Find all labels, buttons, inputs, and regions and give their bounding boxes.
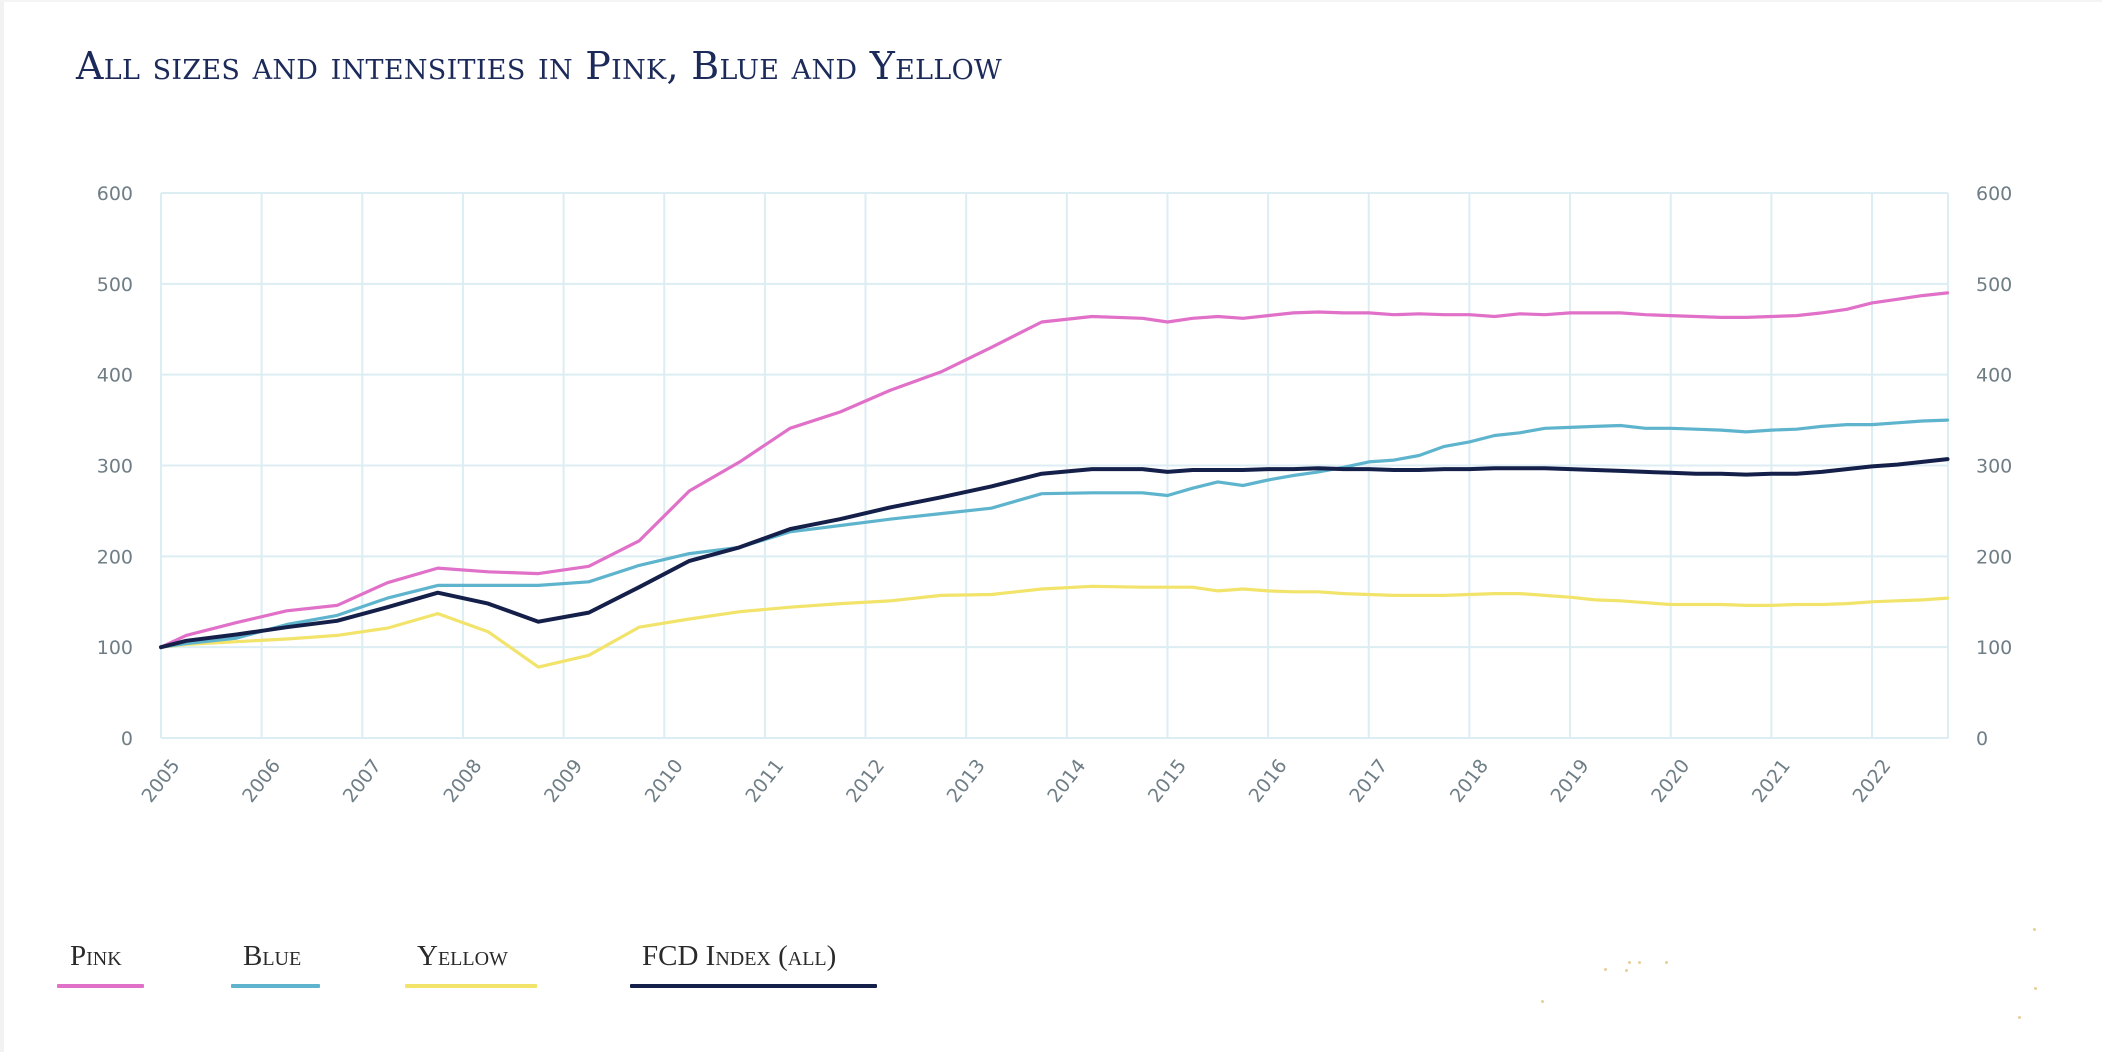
y-tick-label-left: 600: [97, 183, 133, 205]
x-tick-label: 2006: [238, 755, 285, 807]
y-tick-label-left: 100: [97, 637, 133, 659]
x-tick-label: 2016: [1245, 755, 1292, 807]
series-lines: [159, 291, 1950, 669]
y-tick-label-left: 400: [97, 365, 133, 387]
x-tick-label: 2012: [842, 755, 889, 807]
x-tick-label: 2020: [1647, 755, 1694, 807]
x-axis: 2005 2006 2007 2008 2009 2010 2011 2012 2013 2014…: [137, 755, 1895, 807]
y-tick-label-left: 0: [121, 728, 133, 750]
x-tick-label: 2022: [1848, 755, 1895, 807]
x-tick-label: 2018: [1446, 755, 1493, 807]
x-tick-label: 2015: [1144, 755, 1191, 807]
y-tick-label-right: 400: [1976, 365, 2012, 387]
y-tick-label-left: 300: [97, 456, 133, 478]
legend-label: Yellow: [417, 940, 508, 972]
series-line-pink: [159, 291, 1950, 649]
legend-swatch-pink: [57, 984, 144, 988]
legend-label: Blue: [243, 940, 302, 972]
y-tick-label-right: 300: [1976, 456, 2012, 478]
frame-edge-top: [0, 0, 2102, 2]
x-tick-label: 2019: [1547, 755, 1594, 807]
frame-edge: [0, 0, 4, 1052]
chart-title: All sizes and intensities in Pink, Blue …: [76, 44, 1003, 88]
artifact-speck: [1628, 961, 1631, 964]
x-tick-label: 2005: [137, 755, 184, 807]
y-axis-right: 0 100 200 300 400 500 600: [1976, 183, 2012, 750]
x-tick-label: 2014: [1043, 755, 1090, 807]
artifact-speck: [2034, 987, 2037, 990]
artifact-speck: [1541, 1000, 1544, 1003]
y-tick-label-right: 500: [1976, 274, 2012, 296]
x-tick-label: 2008: [439, 755, 486, 807]
x-tick-label: 2011: [741, 755, 788, 807]
x-tick-label: 2021: [1748, 755, 1795, 807]
legend-swatch-blue: [231, 984, 320, 988]
artifact-speck: [1604, 968, 1607, 971]
legend-swatch-yellow: [405, 984, 537, 988]
artifact-speck: [1665, 961, 1668, 964]
y-tick-label-right: 100: [1976, 637, 2012, 659]
artifact-speck: [1625, 969, 1628, 972]
series-line-blue: [159, 418, 1950, 649]
y-tick-label-right: 200: [1976, 546, 2012, 568]
artifact-speck: [2018, 1016, 2021, 1019]
x-tick-label: 2009: [540, 755, 587, 807]
legend-label: FCD Index (all): [642, 940, 837, 972]
x-tick-label: 2007: [339, 755, 386, 807]
legend-swatch-fcd-index: [630, 984, 877, 988]
y-axis-left: 0 100 200 300 400 500 600: [97, 183, 133, 750]
x-tick-label: 2013: [943, 755, 990, 807]
grid-lines: [160, 192, 1949, 739]
series-line-yellow: [159, 584, 1950, 669]
series-line-fcd-index-all: [159, 457, 1950, 650]
x-tick-label: 2017: [1345, 755, 1392, 807]
legend-label: Pink: [70, 940, 122, 972]
y-tick-label-left: 500: [97, 274, 133, 296]
y-tick-label-left: 200: [97, 546, 133, 568]
y-tick-label-right: 0: [1976, 728, 1988, 750]
y-tick-label-right: 600: [1976, 183, 2012, 205]
x-tick-label: 2010: [641, 755, 688, 807]
artifact-speck: [1638, 961, 1641, 964]
artifact-speck: [2033, 928, 2036, 931]
